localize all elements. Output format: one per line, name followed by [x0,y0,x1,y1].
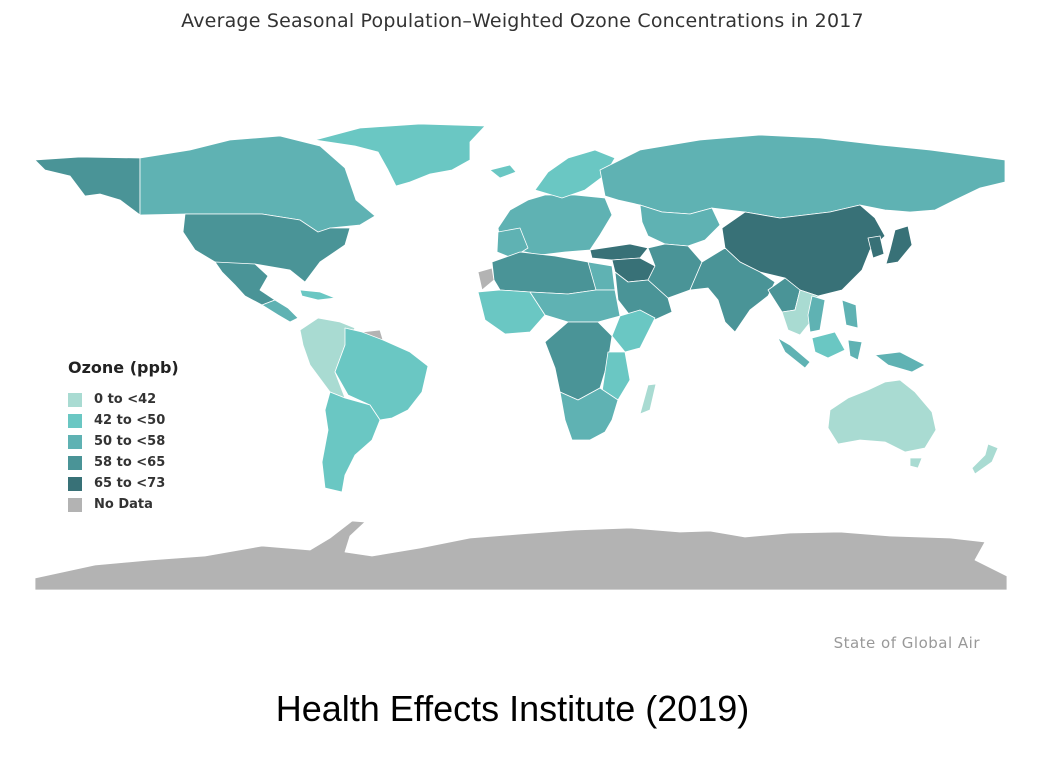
region-australia[interactable] [827,379,937,453]
region-borneo-java[interactable] [811,331,846,359]
region-arabia[interactable] [614,271,673,323]
legend-item[interactable]: 50 to <58 [68,431,179,452]
region-iceland[interactable] [489,164,517,179]
region-south-asia[interactable] [689,247,776,333]
region-sulawesi[interactable] [847,339,863,361]
region-brazil[interactable] [334,327,429,421]
legend-swatch [68,455,82,470]
region-west-africa[interactable] [477,289,546,335]
map-title: Average Seasonal Population–Weighted Ozo… [181,10,864,32]
region-central-america[interactable] [261,299,299,323]
region-turkey[interactable] [589,243,649,261]
legend-label: 42 to <50 [94,413,166,428]
region-western-sahara[interactable] [477,267,495,291]
region-southern-cone[interactable] [321,391,381,493]
region-mexico[interactable] [214,261,276,306]
region-korea[interactable] [867,235,885,259]
region-antarctica[interactable] [34,520,1008,591]
region-new-guinea[interactable] [874,351,926,373]
region-greenland[interactable] [314,123,486,187]
legend-item[interactable]: 42 to <50 [68,410,179,431]
legend-label: No Data [94,497,153,512]
legend-swatch [68,476,82,491]
source-credit: State of Global Air [833,634,980,652]
legend-swatch [68,434,82,449]
region-central-asia[interactable] [639,204,721,247]
region-vietnam[interactable] [807,295,826,333]
region-alaska[interactable] [34,156,141,216]
region-north-africa[interactable] [491,251,601,295]
legend-swatch [68,497,82,512]
caption: Health Effects Institute (2019) [275,688,750,729]
legend-swatch [68,392,82,407]
legend-swatch [68,413,82,428]
legend-title: Ozone (ppb) [68,358,179,377]
region-scandinavia[interactable] [534,149,616,199]
legend-item[interactable]: 58 to <65 [68,452,179,473]
region-east-africa[interactable] [601,351,631,401]
legend-item[interactable]: 65 to <73 [68,473,179,494]
legend-label: 58 to <65 [94,455,166,470]
region-southern-africa[interactable] [559,387,619,441]
legend-label: 65 to <73 [94,476,166,491]
legend-label: 0 to <42 [94,392,157,407]
region-new-zealand[interactable] [971,443,999,475]
region-japan[interactable] [885,225,913,265]
region-sumatra[interactable] [777,337,811,369]
legend: Ozone (ppb) 0 to <42 42 to <50 50 to <58… [68,358,179,515]
region-central-africa[interactable] [544,321,613,401]
legend-item[interactable]: 0 to <42 [68,389,179,410]
legend-label: 50 to <58 [94,434,166,449]
region-caribbean[interactable] [299,289,336,301]
legend-item[interactable]: No Data [68,494,179,515]
region-philippines[interactable] [841,299,859,329]
region-tasmania[interactable] [909,457,923,469]
region-russia[interactable] [599,134,1006,219]
region-madagascar[interactable] [639,383,657,415]
